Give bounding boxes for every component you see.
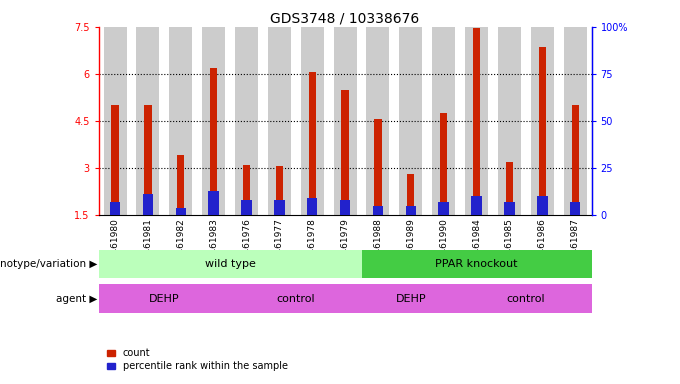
Bar: [274, 200, 285, 215]
Bar: [241, 200, 252, 215]
Bar: [498, 27, 521, 215]
Bar: [564, 27, 587, 215]
Bar: [506, 162, 513, 215]
Bar: [539, 47, 546, 215]
Bar: [362, 250, 592, 278]
Bar: [537, 196, 547, 215]
Text: PPAR knockout: PPAR knockout: [435, 259, 517, 269]
Bar: [175, 207, 186, 215]
Bar: [99, 284, 230, 313]
Bar: [465, 27, 488, 215]
Bar: [340, 200, 350, 215]
Bar: [230, 284, 362, 313]
Bar: [399, 27, 422, 215]
Bar: [301, 27, 324, 215]
Text: control: control: [507, 293, 545, 304]
Bar: [109, 202, 120, 215]
Bar: [375, 119, 381, 215]
Bar: [334, 27, 356, 215]
Bar: [177, 156, 184, 215]
Bar: [143, 194, 153, 215]
Bar: [362, 284, 460, 313]
Bar: [570, 202, 581, 215]
Text: genotype/variation ▶: genotype/variation ▶: [0, 259, 97, 269]
Bar: [440, 113, 447, 215]
Bar: [210, 68, 217, 215]
Text: DEHP: DEHP: [396, 293, 426, 304]
Bar: [103, 27, 126, 215]
Legend: count, percentile rank within the sample: count, percentile rank within the sample: [103, 344, 292, 375]
Text: wild type: wild type: [205, 259, 256, 269]
Bar: [243, 165, 250, 215]
Bar: [432, 27, 455, 215]
Bar: [439, 202, 449, 215]
Bar: [405, 206, 416, 215]
Bar: [473, 28, 480, 215]
Bar: [407, 174, 414, 215]
Bar: [341, 89, 349, 215]
Bar: [460, 284, 592, 313]
Bar: [202, 27, 225, 215]
Bar: [144, 105, 152, 215]
Bar: [235, 27, 258, 215]
Text: agent ▶: agent ▶: [56, 293, 97, 304]
Text: control: control: [277, 293, 315, 304]
Bar: [276, 166, 283, 215]
Bar: [208, 190, 219, 215]
Bar: [268, 27, 291, 215]
Text: DEHP: DEHP: [149, 293, 180, 304]
Bar: [137, 27, 159, 215]
Bar: [367, 27, 390, 215]
Bar: [531, 27, 554, 215]
Bar: [307, 198, 318, 215]
Bar: [99, 250, 362, 278]
Bar: [572, 105, 579, 215]
Bar: [169, 27, 192, 215]
Bar: [309, 72, 316, 215]
Bar: [373, 206, 384, 215]
Bar: [471, 196, 482, 215]
Bar: [112, 105, 118, 215]
Title: GDS3748 / 10338676: GDS3748 / 10338676: [271, 12, 420, 26]
Bar: [504, 202, 515, 215]
